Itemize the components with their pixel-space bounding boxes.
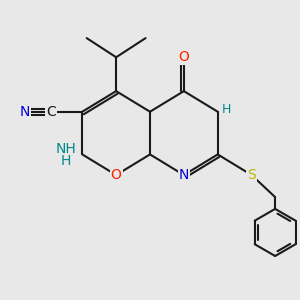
Text: C: C xyxy=(46,105,56,119)
Text: S: S xyxy=(247,168,256,182)
Text: O: O xyxy=(178,50,189,64)
Text: N: N xyxy=(20,105,30,119)
Text: NH: NH xyxy=(56,142,76,156)
Text: H: H xyxy=(61,154,71,168)
Text: H: H xyxy=(221,103,231,116)
Text: O: O xyxy=(111,168,122,182)
Text: N: N xyxy=(179,168,189,182)
